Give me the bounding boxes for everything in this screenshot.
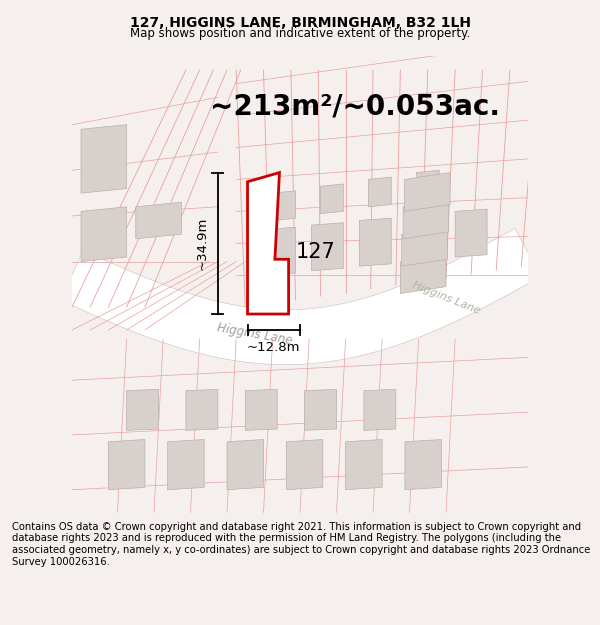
Text: ~12.8m: ~12.8m (247, 341, 301, 354)
Polygon shape (368, 177, 391, 207)
Polygon shape (167, 439, 204, 490)
Polygon shape (402, 228, 448, 266)
Polygon shape (81, 125, 127, 193)
Polygon shape (455, 209, 487, 257)
Polygon shape (81, 207, 127, 261)
Text: 127: 127 (295, 242, 335, 262)
Polygon shape (245, 389, 277, 431)
Polygon shape (364, 389, 396, 431)
Polygon shape (248, 173, 289, 314)
Polygon shape (404, 173, 450, 211)
Polygon shape (416, 170, 439, 200)
Polygon shape (407, 214, 439, 261)
Polygon shape (272, 191, 295, 221)
Polygon shape (359, 218, 391, 266)
Polygon shape (305, 389, 337, 431)
Text: Contains OS data © Crown copyright and database right 2021. This information is : Contains OS data © Crown copyright and d… (12, 522, 590, 567)
Polygon shape (263, 228, 295, 275)
Polygon shape (127, 389, 158, 431)
Polygon shape (403, 200, 449, 239)
Text: Higgins Lane: Higgins Lane (216, 321, 293, 348)
Text: Higgins Lane: Higgins Lane (410, 280, 481, 316)
Text: 127, HIGGINS LANE, BIRMINGHAM, B32 1LH: 127, HIGGINS LANE, BIRMINGHAM, B32 1LH (130, 16, 470, 29)
Polygon shape (227, 439, 263, 490)
Polygon shape (286, 439, 323, 490)
Text: ~34.9m: ~34.9m (196, 217, 209, 270)
Polygon shape (61, 229, 541, 364)
Polygon shape (311, 222, 343, 271)
Polygon shape (109, 439, 145, 490)
Polygon shape (400, 255, 446, 294)
Text: ~213m²/~0.053ac.: ~213m²/~0.053ac. (210, 92, 500, 121)
Polygon shape (346, 439, 382, 490)
Polygon shape (405, 439, 442, 490)
Polygon shape (136, 202, 181, 239)
Polygon shape (320, 184, 343, 214)
Text: Map shows position and indicative extent of the property.: Map shows position and indicative extent… (130, 28, 470, 41)
Polygon shape (186, 389, 218, 431)
